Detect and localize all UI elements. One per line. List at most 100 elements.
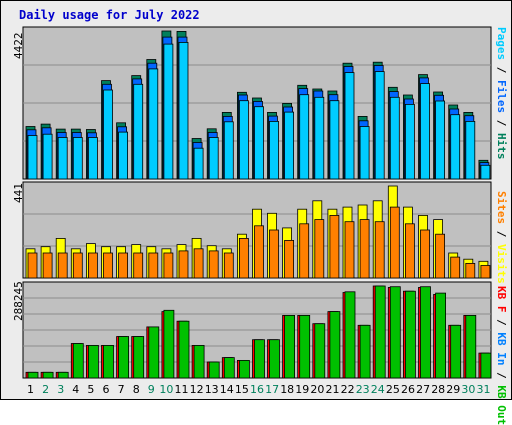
bar-kb-out-day-27 xyxy=(420,286,431,379)
bar-sites-day-26 xyxy=(404,223,415,279)
day-label-9: 9 xyxy=(147,383,155,396)
day-label-14: 14 xyxy=(219,383,234,396)
legend-kb-in: KB In xyxy=(495,332,508,366)
bar-kb-out-day-14 xyxy=(223,357,235,379)
bar-kb-out-day-1 xyxy=(27,371,39,379)
day-label-29: 29 xyxy=(446,383,461,396)
bar-sites-day-12 xyxy=(193,248,204,279)
legend-kb-out: KB Out xyxy=(495,385,508,425)
legend-hits: Hits xyxy=(495,133,508,160)
legend-separator: / xyxy=(495,365,508,386)
bar-kb-out-day-20 xyxy=(314,323,326,379)
bar-kb-out-day-31 xyxy=(480,352,492,379)
bar-kb-out-day-8 xyxy=(133,336,145,379)
bar-sites-day-11 xyxy=(178,250,189,279)
bar-sites-day-15 xyxy=(238,237,249,279)
bar-sites-day-30 xyxy=(465,262,476,279)
bar-pages-day-20 xyxy=(314,96,325,180)
bar-pages-day-23 xyxy=(359,126,370,180)
day-label-26: 26 xyxy=(401,383,415,396)
day-label-4: 4 xyxy=(72,383,80,396)
bar-kb-out-day-13 xyxy=(208,361,220,379)
bar-sites-day-2 xyxy=(42,252,53,279)
day-label-15: 15 xyxy=(234,383,249,396)
bar-pages-day-6 xyxy=(103,89,113,180)
legend-separator: / xyxy=(495,60,508,80)
legend-pages: Pages xyxy=(495,27,508,61)
bar-pages-day-29 xyxy=(450,114,461,180)
day-label-21: 21 xyxy=(325,383,340,396)
bar-pages-day-13 xyxy=(208,137,219,180)
day-label-18: 18 xyxy=(280,383,295,396)
bar-pages-day-27 xyxy=(420,83,430,180)
bar-pages-day-24 xyxy=(374,71,385,180)
bar-sites-day-28 xyxy=(435,233,446,279)
day-label-22: 22 xyxy=(340,383,355,396)
bar-sites-day-6 xyxy=(103,252,113,279)
bar-sites-day-20 xyxy=(314,219,325,279)
bar-kb-out-day-5 xyxy=(88,344,99,379)
bar-kb-out-day-4 xyxy=(72,343,84,379)
bar-pages-day-18 xyxy=(284,111,295,180)
bar-sites-day-21 xyxy=(329,214,340,279)
top-panel-ymax-label: 4422 xyxy=(12,32,25,60)
bar-pages-day-1 xyxy=(27,135,38,180)
bar-sites-day-1 xyxy=(27,252,38,279)
bar-pages-day-2 xyxy=(42,133,53,180)
day-label-1: 1 xyxy=(27,383,34,396)
middle-panel-legend: Sites / Visits xyxy=(495,191,508,284)
day-label-27: 27 xyxy=(416,383,431,396)
day-label-7: 7 xyxy=(117,383,125,396)
bar-pages-day-26 xyxy=(404,104,415,180)
day-label-24: 24 xyxy=(370,383,385,396)
bar-sites-day-10 xyxy=(163,252,174,279)
day-label-6: 6 xyxy=(102,383,110,396)
bar-kb-out-day-18 xyxy=(284,314,296,379)
legend-separator: / xyxy=(495,224,508,244)
bar-pages-day-25 xyxy=(389,96,400,180)
day-label-10: 10 xyxy=(159,383,174,396)
bar-kb-out-day-26 xyxy=(404,290,416,379)
bar-sites-day-27 xyxy=(420,229,430,279)
bar-sites-day-8 xyxy=(133,252,144,279)
bar-sites-day-7 xyxy=(118,252,128,279)
bar-pages-day-4 xyxy=(72,137,83,180)
bar-pages-day-11 xyxy=(178,42,189,180)
bar-kb-out-day-29 xyxy=(450,324,462,379)
day-label-17: 17 xyxy=(265,383,280,396)
bar-sites-day-4 xyxy=(72,252,83,279)
bar-pages-day-15 xyxy=(238,100,249,180)
bar-sites-day-24 xyxy=(374,221,385,279)
bar-pages-day-3 xyxy=(57,137,68,180)
bar-kb-out-day-23 xyxy=(359,324,371,379)
bar-sites-day-16 xyxy=(254,225,264,279)
bar-kb-out-day-15 xyxy=(238,359,250,379)
bar-pages-day-14 xyxy=(223,121,234,180)
chart-title: Daily usage for July 2022 xyxy=(19,8,200,22)
day-label-8: 8 xyxy=(132,383,140,396)
bar-kb-out-day-2 xyxy=(42,371,54,379)
day-label-13: 13 xyxy=(204,383,219,396)
legend-visits: Visits xyxy=(495,244,508,284)
bar-pages-day-12 xyxy=(193,147,204,180)
legend-separator: / xyxy=(495,312,508,333)
bar-kb-out-day-16 xyxy=(254,339,265,379)
bar-kb-out-day-22 xyxy=(344,291,356,379)
bar-pages-day-5 xyxy=(88,137,98,180)
bar-pages-day-22 xyxy=(344,72,355,180)
bar-kb-out-day-24 xyxy=(374,285,386,379)
bar-kb-out-day-25 xyxy=(389,286,401,379)
day-label-30: 30 xyxy=(461,383,476,396)
bar-pages-day-19 xyxy=(299,94,310,180)
bar-kb-out-day-21 xyxy=(329,311,341,379)
day-label-20: 20 xyxy=(310,383,325,396)
middle-panel-ymax-label: 441 xyxy=(12,183,25,203)
bar-sites-day-14 xyxy=(223,252,234,279)
bar-kb-out-day-7 xyxy=(118,336,129,379)
bottom-panel-ymax-label: 288245 xyxy=(12,281,25,321)
bar-sites-day-19 xyxy=(299,223,310,279)
bottom-panel-legend: KB F / KB In / KB Out xyxy=(495,286,508,425)
bar-pages-day-31 xyxy=(480,164,491,180)
bar-kb-out-day-9 xyxy=(148,326,160,379)
